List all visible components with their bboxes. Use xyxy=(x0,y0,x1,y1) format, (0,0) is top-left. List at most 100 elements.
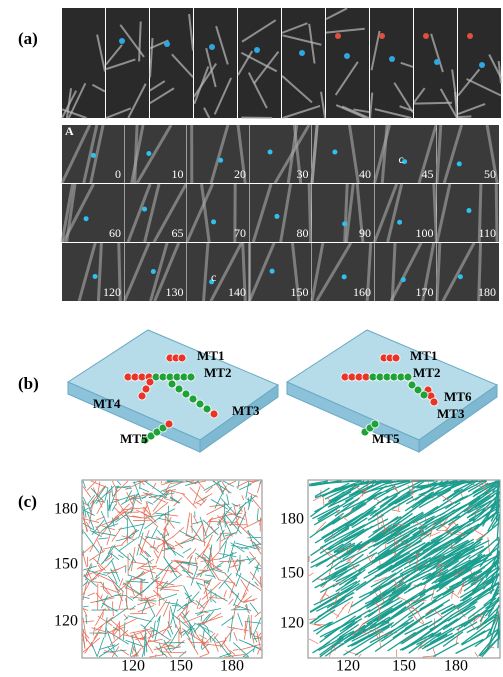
marker xyxy=(332,150,337,155)
marker xyxy=(142,207,147,212)
marker xyxy=(401,277,406,282)
frame-time: 130 xyxy=(166,285,184,299)
frame-time: 120 xyxy=(103,285,121,299)
frame-time: 60 xyxy=(109,226,121,240)
tubulin xyxy=(182,390,190,398)
tubulin xyxy=(196,400,204,408)
frame-time: 40 xyxy=(359,167,371,181)
frame-time: 90 xyxy=(359,226,371,240)
marker xyxy=(389,56,395,62)
marker xyxy=(434,59,440,65)
marker xyxy=(479,62,485,68)
sublabel: A xyxy=(65,124,74,138)
marker xyxy=(466,208,471,213)
marker xyxy=(93,274,98,279)
panel-label: (b) xyxy=(18,374,39,393)
mt-label: MT2 xyxy=(204,365,231,380)
marker xyxy=(164,41,170,47)
x-tick-label: 180 xyxy=(220,658,244,675)
marker xyxy=(119,38,125,44)
mt-label: MT5 xyxy=(120,431,148,446)
marker xyxy=(342,274,347,279)
marker xyxy=(84,216,89,221)
frame-time: 160 xyxy=(353,285,371,299)
tubulin xyxy=(404,373,412,381)
marker xyxy=(342,221,347,226)
frame-time: 80 xyxy=(297,226,309,240)
segment xyxy=(133,520,152,521)
marker xyxy=(268,150,273,155)
marker xyxy=(91,153,96,158)
frame-time: 0 xyxy=(115,167,121,181)
y-tick-label: 120 xyxy=(280,615,304,632)
annotation: c xyxy=(211,270,216,284)
frame-time: 170 xyxy=(416,285,434,299)
tubulin xyxy=(138,392,146,400)
figure: (a) (b) (c) 0 10 20 30 40 45 c 50 60 65 70 80 90 100 1… xyxy=(0,0,503,677)
marker xyxy=(270,269,275,274)
panel-label: (c) xyxy=(18,492,37,511)
tubulin xyxy=(430,398,438,406)
marker xyxy=(379,33,385,39)
frame-time: 20 xyxy=(234,167,246,181)
frame-time: 110 xyxy=(478,226,496,240)
segment xyxy=(137,481,147,482)
segment xyxy=(164,642,185,643)
marker xyxy=(218,158,223,163)
tubulin xyxy=(210,410,218,418)
tubulin xyxy=(168,380,176,388)
frame-time: 50 xyxy=(484,167,496,181)
marker xyxy=(397,220,402,225)
frame-time: 150 xyxy=(291,285,309,299)
micrograph xyxy=(194,8,237,118)
marker xyxy=(423,33,429,39)
x-tick-label: 150 xyxy=(169,658,193,675)
y-tick-label: 120 xyxy=(54,613,78,630)
tubulin xyxy=(420,391,428,399)
y-tick-label: 150 xyxy=(280,565,304,582)
tubulin xyxy=(203,405,211,413)
frame-time: 30 xyxy=(297,167,309,181)
tubulin xyxy=(165,420,173,428)
tubulin xyxy=(187,373,195,381)
mt-label: MT4 xyxy=(93,396,121,411)
filament xyxy=(458,116,471,117)
marker xyxy=(209,44,215,50)
mt-label: MT3 xyxy=(437,406,465,421)
tubulin xyxy=(189,395,197,403)
frame-time: 140 xyxy=(228,285,246,299)
panel-label: (a) xyxy=(18,29,38,48)
frame-time: 70 xyxy=(234,226,246,240)
slab-left xyxy=(68,330,278,452)
frame-time: 10 xyxy=(172,167,184,181)
marker xyxy=(458,274,463,279)
marker xyxy=(151,269,156,274)
micrograph xyxy=(326,8,369,118)
marker xyxy=(344,53,350,59)
tubulin xyxy=(392,354,400,362)
mt-label: MT2 xyxy=(413,365,440,380)
y-tick-label: 180 xyxy=(280,511,304,528)
frame-time: 65 xyxy=(172,226,184,240)
tubulin xyxy=(178,354,186,362)
frame-time: 100 xyxy=(416,226,434,240)
marker xyxy=(146,151,151,156)
x-tick-label: 150 xyxy=(392,658,416,675)
filament xyxy=(414,103,452,104)
annotation: c xyxy=(399,152,404,166)
segment xyxy=(249,481,258,482)
y-tick-label: 180 xyxy=(54,501,78,518)
filament xyxy=(496,184,497,242)
mt-label: MT3 xyxy=(232,403,260,418)
filament xyxy=(309,184,311,242)
marker xyxy=(254,47,260,53)
marker xyxy=(274,214,279,219)
frame-time: 45 xyxy=(422,167,434,181)
tubulin xyxy=(175,385,183,393)
mt-label: MT6 xyxy=(444,389,472,404)
mt-label: MT1 xyxy=(410,348,437,363)
marker xyxy=(335,33,341,39)
x-tick-label: 180 xyxy=(444,658,468,675)
marker xyxy=(457,161,462,166)
tubulin xyxy=(371,420,379,428)
